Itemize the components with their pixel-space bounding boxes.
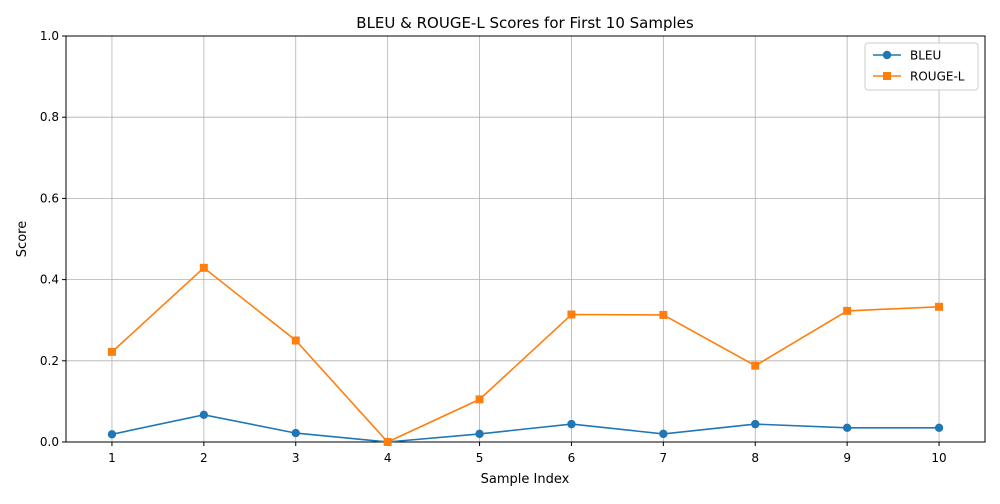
plot-area [65, 35, 986, 443]
chart-title: BLEU & ROUGE-L Scores for First 10 Sampl… [356, 14, 694, 32]
y-tick-label: 0.4 [40, 273, 59, 287]
bleu-line [111, 413, 939, 443]
bleu-point [199, 410, 209, 419]
legend-item-bleu: BLEU [873, 49, 941, 63]
y-tick-label: 0.0 [40, 435, 59, 449]
y-axis-label: Score [15, 221, 30, 257]
rouge-l-point [107, 347, 116, 356]
x-tick-label: 7 [660, 451, 668, 465]
rouge-l-line [111, 266, 940, 443]
bleu-point [291, 428, 300, 438]
legend-label: BLEU [910, 49, 941, 63]
x-axis-label: Sample Index [481, 472, 570, 487]
x-tick-label: 2 [200, 451, 208, 465]
rouge-l-point [843, 306, 852, 315]
x-tick-label: 10 [931, 451, 946, 465]
rouge-l-point [291, 336, 300, 345]
series-rouge-l [107, 263, 944, 446]
bleu-point [659, 429, 668, 439]
rouge-l-point [383, 438, 392, 446]
x-tick-label: 4 [384, 451, 392, 465]
grid [66, 35, 985, 443]
rouge-l-point [475, 395, 484, 404]
rouge-l-point [751, 361, 760, 370]
bleu-point [567, 419, 576, 429]
legend-marker [883, 72, 891, 80]
bleu-point [475, 429, 484, 439]
series-layer [107, 263, 944, 447]
bleu-point [107, 430, 117, 439]
x-tick-label: 3 [292, 451, 300, 465]
x-tick-label: 6 [568, 451, 576, 465]
y-tick-label: 1.0 [40, 29, 59, 43]
rouge-l-point [935, 302, 944, 311]
x-tick-label: 9 [843, 451, 851, 465]
rouge-l-point [659, 310, 668, 319]
y-tick-label: 0.8 [40, 110, 59, 124]
x-tick-label: 5 [476, 451, 484, 465]
legend-marker [882, 50, 892, 60]
y-tick-label: 0.2 [40, 354, 59, 368]
bleu-point [842, 423, 852, 432]
series-bleu [107, 410, 944, 447]
rouge-l-point [567, 310, 576, 319]
bleu-point [751, 419, 760, 429]
x-tick-label: 1 [108, 451, 116, 465]
legend: BLEU ROUGE-L [864, 42, 979, 91]
x-axis: 1 2 3 4 5 6 7 8 9 10 [108, 442, 947, 465]
legend-label: ROUGE-L [910, 70, 965, 84]
legend-item-rouge-l: ROUGE-L [873, 70, 965, 84]
bleu-point [934, 423, 944, 432]
y-tick-label: 0.6 [40, 191, 59, 205]
x-tick-label: 8 [751, 451, 759, 465]
rouge-l-point [199, 263, 208, 272]
y-axis: 0.0 0.2 0.4 0.6 0.8 1.0 [40, 29, 66, 449]
